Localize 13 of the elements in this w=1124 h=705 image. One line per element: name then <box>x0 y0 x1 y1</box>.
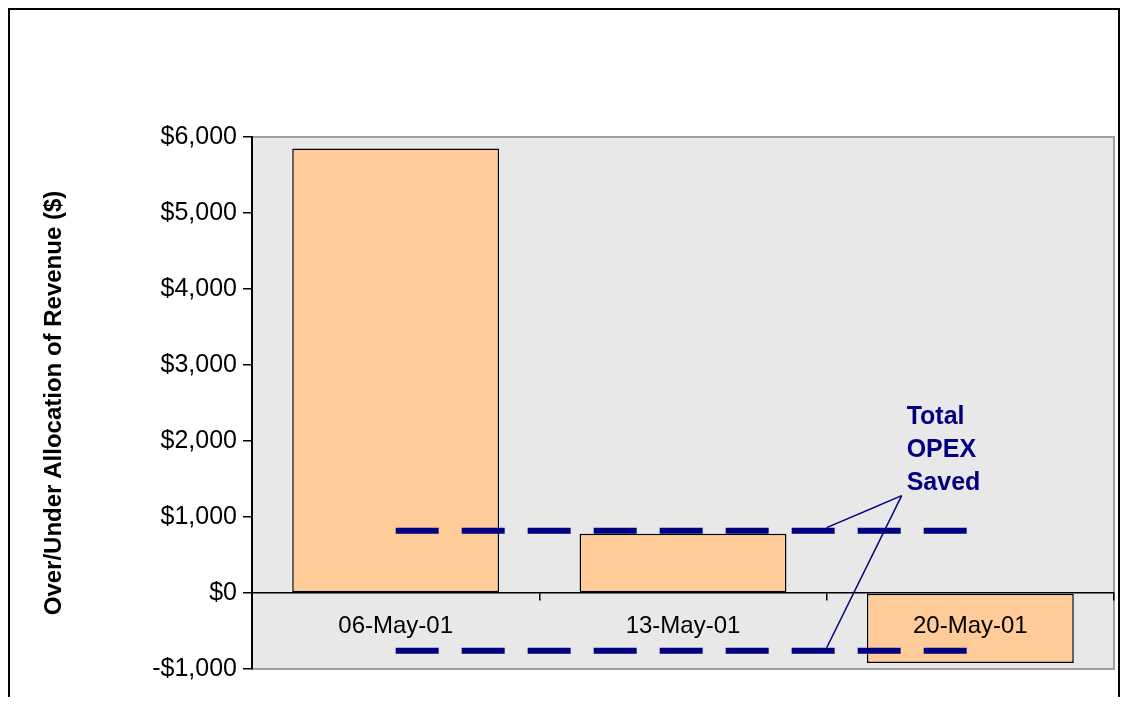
x-tick-label: 13-May-01 <box>625 611 741 639</box>
y-tick-label: -$1,000 <box>152 652 237 681</box>
y-tick-label: $6,000 <box>160 120 237 149</box>
y-tick-label: $4,000 <box>160 272 237 301</box>
y-tick-label: $0 <box>209 576 237 605</box>
x-tick-label: 20-May-01 <box>912 611 1028 639</box>
y-tick-label: $2,000 <box>160 424 237 453</box>
y-axis-title: Over/Under Allocation of Revenue ($) <box>39 190 67 616</box>
x-tick-label: 06-May-01 <box>338 611 454 639</box>
y-tick-label: $3,000 <box>160 348 237 377</box>
annotation: Total OPEX Saved <box>906 400 981 495</box>
y-tick-label: $1,000 <box>160 500 237 529</box>
y-tick-label: $5,000 <box>160 196 237 225</box>
